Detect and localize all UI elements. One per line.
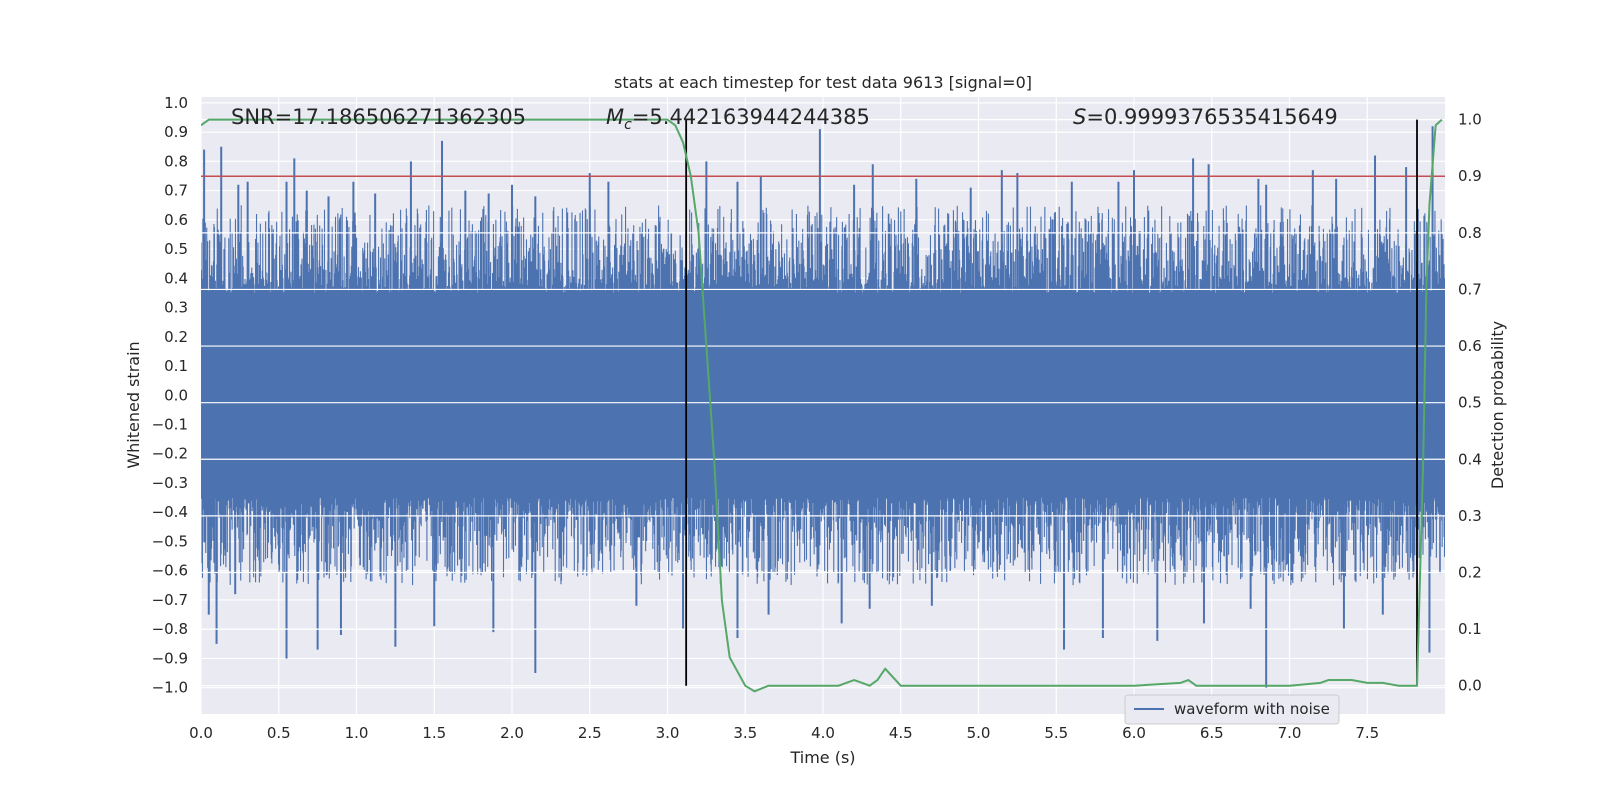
y-tick-label: −0.1 (152, 416, 188, 434)
score-symbol: S (1073, 105, 1086, 129)
x-tick-label: 2.5 (578, 724, 602, 742)
x-tick-label: 5.0 (967, 724, 991, 742)
x-tick-label: 4.0 (811, 724, 835, 742)
y-axis-label: Whitened strain (124, 341, 143, 468)
x-tick-label: 5.5 (1044, 724, 1068, 742)
x-tick-label: 6.0 (1122, 724, 1146, 742)
y2-tick-label: 0.4 (1458, 450, 1482, 468)
y-tick-label: −0.6 (152, 562, 188, 580)
y-tick-label: −0.3 (152, 474, 188, 492)
y-tick-label: 0.1 (164, 357, 188, 375)
chirp-mass-symbol: M (606, 105, 624, 129)
score-annotation: S=0.9999376535415649 (1073, 105, 1338, 129)
y2-axis-label: Detection probability (1488, 321, 1507, 489)
x-tick-label: 7.5 (1355, 724, 1379, 742)
x-axis-label: Time (s) (789, 748, 855, 767)
legend-label: waveform with noise (1174, 700, 1330, 718)
y-tick-label: 0.0 (164, 386, 188, 404)
legend: waveform with noise (1124, 694, 1340, 725)
y-tick-label: 0.6 (164, 211, 188, 229)
chirp-mass-annotation: Mc=5.442163944244385 (606, 105, 870, 133)
y-tick-label: −0.7 (152, 591, 188, 609)
y-tick-label: −0.9 (152, 649, 188, 667)
x-tick-label: 1.0 (345, 724, 369, 742)
y2-tick-label: 0.2 (1458, 563, 1482, 581)
chart-title: stats at each timestep for test data 961… (614, 73, 1032, 92)
x-tick-label: 3.0 (656, 724, 680, 742)
y2-tick-label: 1.0 (1458, 111, 1482, 129)
y2-tick-label: 0.9 (1458, 167, 1482, 185)
y-tick-label: 0.7 (164, 182, 188, 200)
y-tick-label: 0.9 (164, 123, 188, 141)
x-tick-label: 3.5 (733, 724, 757, 742)
y2-tick-label: 0.6 (1458, 337, 1482, 355)
x-tick-label: 6.5 (1200, 724, 1224, 742)
detection-probability-line (201, 118, 1443, 693)
x-tick-label: 7.0 (1278, 724, 1302, 742)
waveform-series (201, 126, 1445, 688)
x-tick-label: 0.0 (189, 724, 213, 742)
y-tick-label: 0.2 (164, 328, 188, 346)
y2-tick-label: 0.0 (1458, 677, 1482, 695)
y-tick-label: 1.0 (164, 94, 188, 112)
y2-tick-label: 0.8 (1458, 224, 1482, 242)
y2-tick-label: 0.7 (1458, 280, 1482, 298)
chirp-mass-subscript: c (624, 117, 632, 133)
x-tick-label: 1.5 (422, 724, 446, 742)
y-tick-label: −0.5 (152, 532, 188, 550)
x-tick-label: 4.5 (889, 724, 913, 742)
y2-tick-label: 0.5 (1458, 394, 1482, 412)
y2-tick-labels: 1.0 0.9 0.8 0.7 0.6 0.5 0.4 0.3 0.2 0.1 0.0 (1458, 111, 1482, 695)
y2-tick-label: 0.1 (1458, 620, 1482, 638)
overlay-lines (201, 118, 1445, 693)
y-tick-labels: 1.0 0.9 0.8 0.7 0.6 0.5 0.4 0.3 0.2 0.1 0.0 −0.1 −0.… (152, 94, 188, 697)
y-tick-label: −0.4 (152, 503, 188, 521)
x-tick-label: 0.5 (267, 724, 291, 742)
snr-annotation: SNR=17.186506271362305 (231, 105, 526, 129)
y-tick-label: 0.8 (164, 152, 188, 170)
y-tick-label: −0.8 (152, 620, 188, 638)
y-tick-label: 0.4 (164, 269, 188, 287)
waveform-core (201, 292, 1445, 498)
y-tick-label: −0.2 (152, 445, 188, 463)
score-value: =0.9999376535415649 (1086, 105, 1337, 129)
y2-tick-label: 0.3 (1458, 507, 1482, 525)
y-tick-label: 0.5 (164, 240, 188, 258)
chirp-mass-value: =5.442163944244385 (632, 105, 870, 129)
x-tick-label: 2.0 (500, 724, 524, 742)
x-tick-labels: 0.0 0.5 1.0 1.5 2.0 2.5 3.0 3.5 4.0 4.5 5.0 5.5 6.0 6… (189, 724, 1379, 742)
y-tick-label: 0.3 (164, 299, 188, 317)
y-tick-label: −1.0 (152, 679, 188, 697)
legend-box (1124, 694, 1340, 725)
